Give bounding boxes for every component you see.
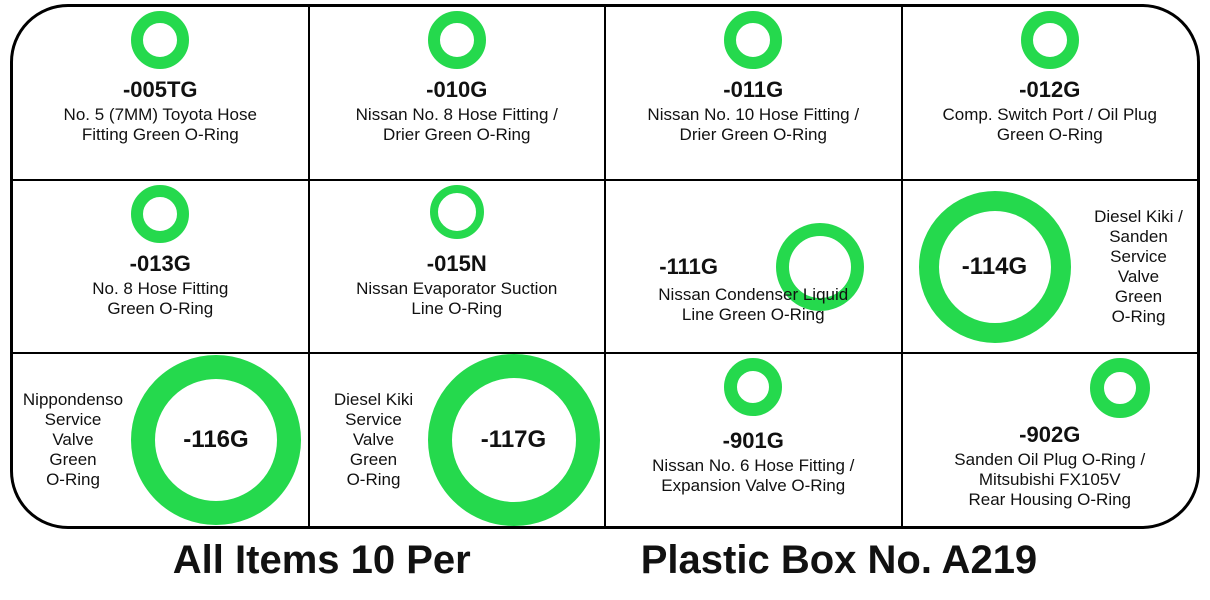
- oring-ring-icon: [430, 185, 484, 239]
- part-desc-block: Nippondenso Service Valve Green O-Ring: [19, 390, 127, 490]
- oring-ring-wrap: -117G: [428, 354, 600, 526]
- part-text-block: -010GNissan No. 8 Hose Fitting / Drier G…: [318, 77, 595, 145]
- footer-left: All Items 10 Per: [173, 538, 471, 583]
- oring-cell: -111G Nissan Condenser Liquid Line Green …: [604, 181, 901, 353]
- oring-cell: -010GNissan No. 8 Hose Fitting / Drier G…: [308, 7, 605, 179]
- oring-cell: -012GComp. Switch Port / Oil Plug Green …: [901, 7, 1198, 179]
- part-code: -011G: [615, 77, 892, 103]
- part-desc: Nissan No. 6 Hose Fitting / Expansion Va…: [615, 456, 892, 496]
- part-desc: Nissan Condenser Liquid Line Green O-Rin…: [615, 285, 892, 325]
- oring-ring-icon: [1021, 11, 1079, 69]
- oring-ring-icon: [724, 358, 782, 416]
- oring-ring-wrap: [131, 11, 189, 69]
- part-desc: No. 5 (7MM) Toyota Hose Fitting Green O-…: [22, 105, 299, 145]
- part-text-block: -012GComp. Switch Port / Oil Plug Green …: [911, 77, 1188, 145]
- part-desc: Nissan No. 10 Hose Fitting / Drier Green…: [615, 105, 892, 145]
- part-text-block: -902GSanden Oil Plug O-Ring / Mitsubishi…: [911, 422, 1188, 510]
- part-desc: Nissan Evaporator Suction Line O-Ring: [318, 279, 595, 319]
- oring-cell: -013GNo. 8 Hose Fitting Green O-Ring: [13, 181, 308, 353]
- oring-cell: -005TGNo. 5 (7MM) Toyota Hose Fitting Gr…: [13, 7, 308, 179]
- oring-assortment-frame: -005TGNo. 5 (7MM) Toyota Hose Fitting Gr…: [10, 4, 1200, 529]
- part-desc: Comp. Switch Port / Oil Plug Green O-Rin…: [911, 105, 1188, 145]
- grid-row: -013GNo. 8 Hose Fitting Green O-Ring -015…: [13, 179, 1197, 353]
- oring-ring-wrap: -116G: [131, 355, 301, 525]
- oring-cell: -116G Nippondenso Service Valve Green O-R…: [13, 354, 308, 526]
- oring-ring-icon: [1090, 358, 1150, 418]
- oring-ring-wrap: [724, 11, 782, 69]
- oring-ring-icon: [428, 11, 486, 69]
- part-code: -114G: [962, 253, 1027, 281]
- oring-ring-wrap: [724, 358, 782, 416]
- part-text-block: -005TGNo. 5 (7MM) Toyota Hose Fitting Gr…: [22, 77, 299, 145]
- part-desc-block: Nissan Condenser Liquid Line Green O-Rin…: [615, 285, 892, 325]
- part-code: -901G: [615, 428, 892, 454]
- part-code: -012G: [911, 77, 1188, 103]
- oring-ring-wrap: [1090, 358, 1150, 418]
- part-code: -010G: [318, 77, 595, 103]
- footer-right: Plastic Box No. A219: [641, 538, 1037, 583]
- oring-cell: -114G Diesel Kiki / Sanden Service Valve …: [901, 181, 1198, 353]
- grid-rows: -005TGNo. 5 (7MM) Toyota Hose Fitting Gr…: [13, 7, 1197, 526]
- oring-ring-icon: [724, 11, 782, 69]
- oring-cell: -015NNissan Evaporator Suction Line O-Ri…: [308, 181, 605, 353]
- part-desc-block: Diesel Kiki / Sanden Service Valve Green…: [1087, 206, 1191, 326]
- part-text-block: -901GNissan No. 6 Hose Fitting / Expansi…: [615, 428, 892, 496]
- part-desc: No. 8 Hose Fitting Green O-Ring: [22, 279, 299, 319]
- oring-cell: -011GNissan No. 10 Hose Fitting / Drier …: [604, 7, 901, 179]
- part-text-block: -011GNissan No. 10 Hose Fitting / Drier …: [615, 77, 892, 145]
- part-text-block: -015NNissan Evaporator Suction Line O-Ri…: [318, 251, 595, 319]
- oring-cell: -117G Diesel Kiki Service Valve Green O-R…: [308, 354, 605, 526]
- oring-ring-wrap: [430, 185, 484, 239]
- part-text-block: -013GNo. 8 Hose Fitting Green O-Ring: [22, 251, 299, 319]
- oring-cell: -902GSanden Oil Plug O-Ring / Mitsubishi…: [901, 354, 1198, 526]
- part-desc: Diesel Kiki / Sanden Service Valve Green…: [1087, 206, 1191, 326]
- part-desc: Nissan No. 8 Hose Fitting / Drier Green …: [318, 105, 595, 145]
- part-code: -117G: [481, 426, 546, 454]
- part-code: -111G: [659, 254, 718, 280]
- part-desc: Nippondenso Service Valve Green O-Ring: [19, 390, 127, 490]
- part-desc: Diesel Kiki Service Valve Green O-Ring: [324, 390, 424, 490]
- oring-ring-wrap: -114G: [919, 191, 1071, 343]
- grid-row: -005TGNo. 5 (7MM) Toyota Hose Fitting Gr…: [13, 7, 1197, 179]
- footer: All Items 10 Per Plastic Box No. A219: [0, 538, 1210, 583]
- oring-ring-wrap: [131, 185, 189, 243]
- part-code: -013G: [22, 251, 299, 277]
- part-desc-block: Diesel Kiki Service Valve Green O-Ring: [324, 390, 424, 490]
- oring-ring-icon: [131, 185, 189, 243]
- grid-row: -116G Nippondenso Service Valve Green O-R…: [13, 352, 1197, 526]
- oring-cell: -901GNissan No. 6 Hose Fitting / Expansi…: [604, 354, 901, 526]
- oring-ring-wrap: [428, 11, 486, 69]
- oring-ring-wrap: [1021, 11, 1079, 69]
- part-code: -005TG: [22, 77, 299, 103]
- part-code: -015N: [318, 251, 595, 277]
- part-code: -116G: [183, 426, 248, 454]
- part-code: -902G: [911, 422, 1188, 448]
- part-desc: Sanden Oil Plug O-Ring / Mitsubishi FX10…: [911, 450, 1188, 510]
- oring-ring-icon: [131, 11, 189, 69]
